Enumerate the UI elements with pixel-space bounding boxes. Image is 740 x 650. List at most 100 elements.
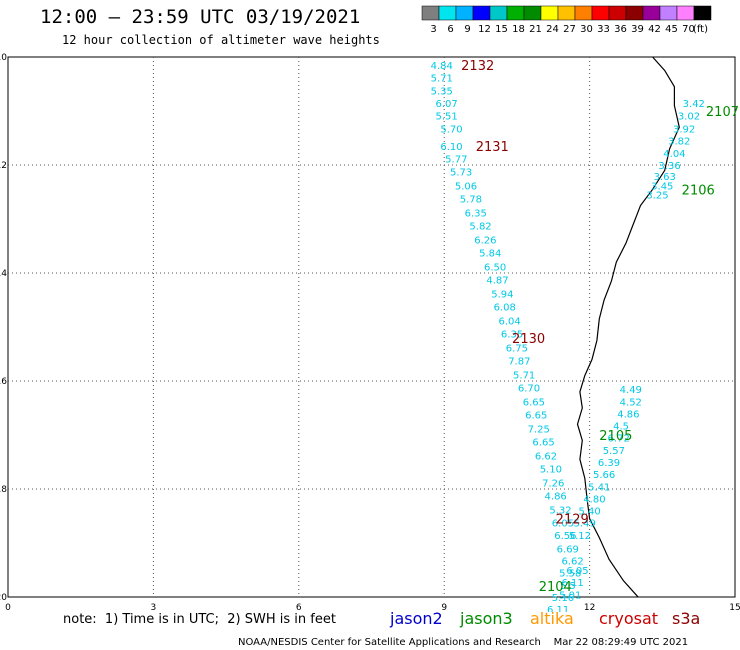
legend-label: 45 — [665, 24, 678, 35]
satellite-cryosat-label: cryosat — [599, 609, 659, 628]
track-label: 2131 — [476, 140, 509, 155]
wave-height-value: 3.92 — [673, 124, 695, 135]
wave-height-value: 6.69 — [557, 544, 579, 555]
coastline — [576, 56, 680, 598]
legend-label: 36 — [614, 24, 627, 35]
x-tick-label: 0 — [5, 603, 11, 612]
legend-label: 18 — [512, 24, 525, 35]
wave-height-value: 6.50 — [484, 263, 506, 274]
wave-height-value: 7.87 — [508, 356, 530, 367]
wave-height-value: 5.41 — [588, 482, 610, 493]
wave-height-value: 5.06 — [455, 182, 477, 193]
satellite-s3a-label: s3a — [672, 609, 701, 628]
wave-height-value: 5.57 — [603, 446, 625, 457]
legend-label: 27 — [563, 24, 576, 35]
wave-height-value: 5.01 — [559, 590, 581, 601]
track-label: 2105 — [599, 429, 632, 444]
x-tick-label: 6 — [296, 603, 302, 612]
wave-height-value: 5.49 — [574, 518, 596, 529]
wave-height-value: 6.08 — [494, 302, 516, 313]
wave-height-value: 6.62 — [562, 556, 584, 567]
legend-label: 9 — [464, 24, 470, 35]
satellite-jason2-label: jason2 — [390, 609, 443, 628]
wave-height-value: 5.10 — [540, 464, 562, 475]
track-label: 2132 — [461, 59, 494, 74]
satellite-altika-label: altika — [530, 609, 574, 628]
wave-height-map: 03691215-10-12-14-16-18-204.845.715.356.… — [0, 53, 740, 612]
wave-height-value: 3.36 — [658, 161, 680, 172]
track-label: 2106 — [682, 183, 715, 198]
wave-height-value: 4.49 — [620, 385, 642, 396]
wave-height-value: 4.86 — [617, 409, 639, 420]
color-legend: 3 6 9 12 15 18 21 24 27 30 33 36 39 42 45 70(ft) — [421, 5, 712, 35]
wave-height-value: 6.11 — [547, 605, 569, 612]
wave-height-value: 7.26 — [542, 479, 564, 490]
legend-label: 33 — [597, 24, 610, 35]
y-tick-label: -18 — [0, 485, 7, 495]
track-label: 2129 — [556, 513, 589, 528]
track-label: 2130 — [512, 332, 545, 347]
satellite-jason3-label: jason3 — [460, 609, 513, 628]
wave-height-value: 6.65 — [523, 398, 545, 409]
wave-height-value: 5.77 — [445, 155, 467, 166]
page-title: 12:00 — 23:59 UTC 03/19/2021 — [40, 6, 361, 28]
wave-height-value: 4.87 — [486, 275, 508, 286]
legend-label: 24 — [546, 24, 559, 35]
y-tick-label: -12 — [0, 161, 7, 171]
wave-height-value: 4.80 — [583, 495, 605, 506]
map-frame — [7, 56, 736, 598]
wave-height-value: 5.40 — [578, 507, 600, 518]
legend-label: 21 — [529, 24, 542, 35]
wave-height-value: 5.12 — [569, 531, 591, 542]
wave-height-value: 6.26 — [474, 236, 496, 247]
legend-label: 15 — [495, 24, 508, 35]
y-tick-label: -10 — [0, 53, 7, 63]
wave-height-value: 6.07 — [435, 99, 457, 110]
page-subtitle: 12 hour collection of altimeter wave hei… — [62, 33, 380, 47]
legend-unit: (ft) — [693, 24, 708, 35]
note-text: note: 1) Time is in UTC; 2) SWH is in fe… — [63, 612, 336, 627]
wave-height-value: 5.70 — [440, 124, 462, 135]
wave-height-value: 6.72 — [608, 434, 630, 445]
wave-height-value: 5.73 — [450, 167, 472, 178]
wave-height-value: 6.11 — [562, 578, 584, 589]
x-tick-label: 3 — [151, 603, 157, 612]
wave-height-value: 5.71 — [431, 74, 453, 85]
wave-height-value: 5.5 — [560, 581, 576, 592]
y-tick-label: -20 — [0, 593, 7, 603]
wave-height-value: 6.35 — [465, 209, 487, 220]
wave-height-value: 5.35 — [431, 86, 453, 97]
wave-height-value: 5.32 — [549, 506, 571, 517]
wave-height-value: 6.05 — [552, 518, 574, 529]
wave-height-value: 6.75 — [506, 344, 528, 355]
legend-label: 6 — [447, 24, 453, 35]
wave-height-value: 6.39 — [598, 458, 620, 469]
wave-height-value: 6.35 — [501, 329, 523, 340]
y-tick-label: -16 — [0, 377, 7, 387]
x-tick-label: 9 — [441, 603, 447, 612]
wave-height-value: 3.63 — [654, 172, 676, 183]
wave-height-value: 5.71 — [513, 371, 535, 382]
wave-height-value: 3.02 — [678, 111, 700, 122]
wave-height-value: 3.45 — [651, 182, 673, 193]
legend-label: 42 — [648, 24, 661, 35]
wave-height-value: 4.86 — [545, 491, 567, 502]
wave-height-value: 5.82 — [469, 221, 491, 232]
wave-height-value: 5.94 — [491, 290, 513, 301]
wave-height-value: 6.04 — [498, 317, 520, 328]
legend-label: 30 — [580, 24, 593, 35]
footer-credit: NOAA/NESDIS Center for Satellite Applica… — [238, 637, 689, 648]
wave-height-value: 5.84 — [479, 248, 501, 259]
wave-height-value: 6.65 — [532, 437, 554, 448]
wave-height-value: 3.42 — [683, 99, 705, 110]
x-tick-label: 12 — [584, 603, 595, 612]
wave-height-value: 3.25 — [646, 191, 668, 202]
wave-height-value: 6.65 — [525, 410, 547, 421]
x-tick-label: 15 — [729, 603, 740, 612]
legend-swatch — [693, 5, 712, 21]
legend-label: 3 — [430, 24, 436, 35]
wave-height-value: 4.04 — [663, 149, 685, 160]
wave-height-value: 5.66 — [593, 470, 615, 481]
wave-height-value: 5.78 — [460, 194, 482, 205]
wave-height-value: 5.51 — [435, 111, 457, 122]
